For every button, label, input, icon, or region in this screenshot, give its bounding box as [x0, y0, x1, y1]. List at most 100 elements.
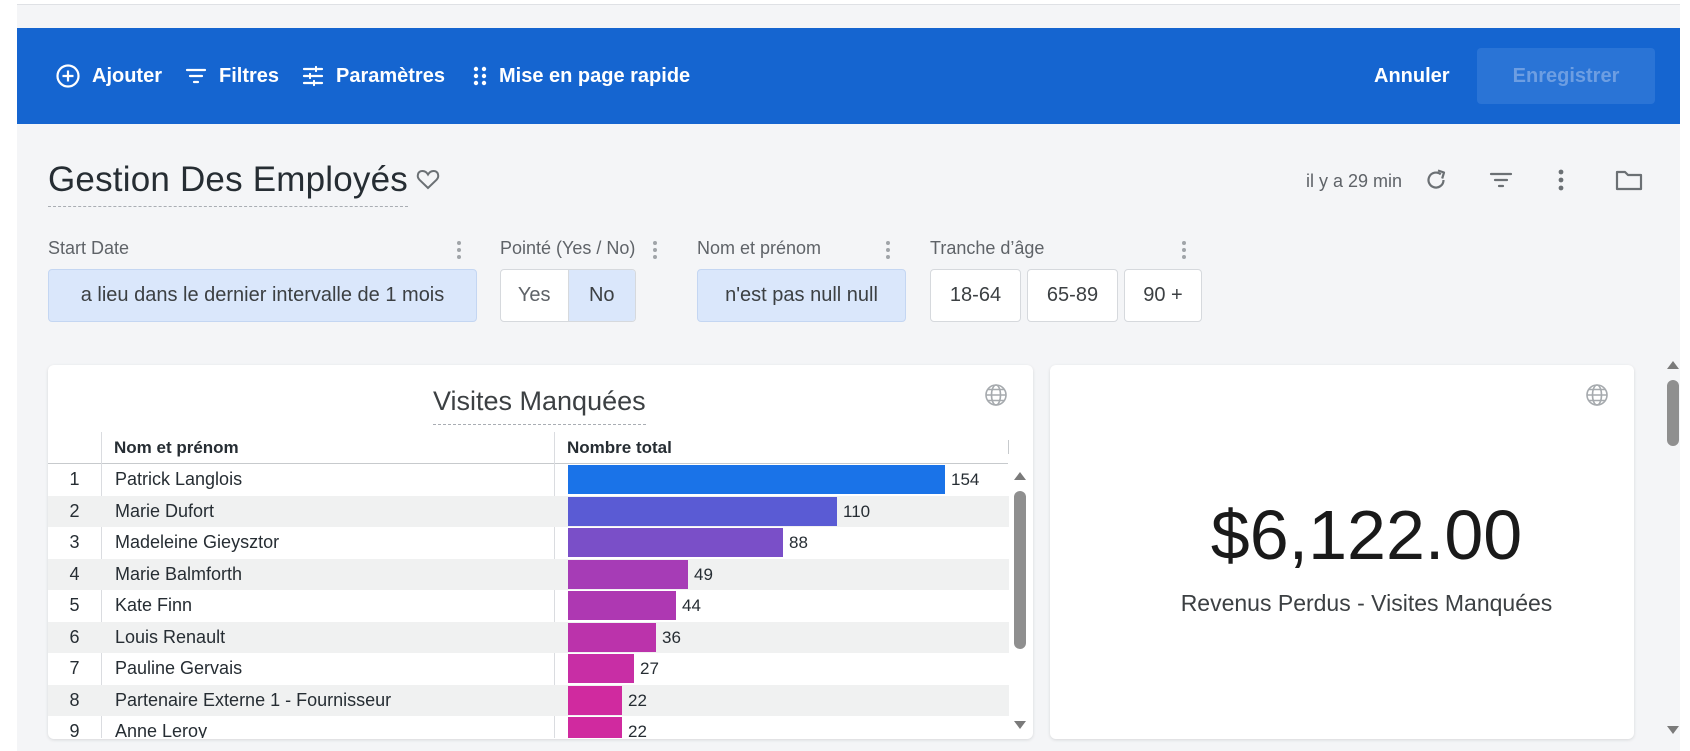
lost-revenue-label: Revenus Perdus - Visites Manquées [1180, 590, 1553, 616]
table-row[interactable]: 3 Madeleine Gieysztor 88 [48, 527, 1009, 559]
row-name: Kate Finn [115, 595, 193, 616]
row-rank: 6 [69, 626, 80, 647]
add-button[interactable]: Ajouter [55, 28, 162, 124]
age-option-90-plus[interactable]: 90 + [1124, 269, 1202, 322]
filter-menu-icon[interactable] [1178, 240, 1190, 260]
row-name: Marie Dufort [115, 500, 215, 521]
save-button[interactable]: Enregistrer [1477, 48, 1655, 104]
filters-button[interactable]: Filtres [184, 28, 279, 124]
filter-lines-icon [185, 68, 207, 84]
scroll-up-arrow-icon[interactable] [1013, 470, 1027, 482]
row-rank: 7 [69, 658, 80, 679]
edit-toolbar: Ajouter Filtres Paramètres Mise en page … [17, 28, 1680, 124]
data-bar-value: 49 [694, 564, 713, 584]
row-name: Louis Renault [115, 626, 226, 647]
data-bar-value: 36 [662, 627, 681, 647]
missed-visits-card [48, 365, 1033, 739]
table-row[interactable]: 4 Marie Balmforth 49 [48, 558, 1009, 590]
row-rank: 1 [69, 469, 80, 490]
data-bar [568, 528, 783, 557]
table-row[interactable]: 1 Patrick Langlois 154 [48, 464, 1009, 496]
row-name: Anne Leroy [115, 721, 208, 738]
lost-revenue-value: $6,122.00 [1210, 496, 1523, 574]
filter-label-nom: Nom et prénom [697, 238, 822, 258]
data-bar [568, 685, 622, 715]
data-bar [568, 591, 676, 620]
quick-layout-label: Mise en page rapide [499, 64, 691, 87]
row-name: Patrick Langlois [115, 469, 243, 490]
refresh-icon[interactable] [1423, 167, 1449, 193]
last-updated-text: il y a 29 min [1306, 171, 1403, 191]
row-name: Pauline Gervais [115, 658, 243, 679]
table-row[interactable]: 6 Louis Renault 36 [48, 621, 1009, 653]
row-rank: 5 [69, 595, 80, 616]
table-body: 1 Patrick Langlois 154 2 Marie Dufort 110 3 Mad… [48, 464, 1009, 738]
add-circle-icon [56, 64, 80, 88]
table-row[interactable]: 8 Partenaire Externe 1 - Fournisseur 22 [48, 684, 1009, 716]
row-name: Madeleine Gieysztor [115, 532, 280, 553]
add-label: Ajouter [92, 64, 162, 87]
row-rank: 4 [69, 563, 80, 584]
row-name: Marie Balmforth [115, 563, 243, 584]
data-bar [568, 622, 656, 652]
page-scrollbar-thumb[interactable] [1667, 380, 1679, 446]
pointe-toggle-group: Yes No [500, 269, 636, 322]
data-bar-value: 88 [789, 533, 808, 552]
data-bar [568, 654, 634, 683]
filter-menu-icon[interactable] [882, 240, 894, 260]
data-bar-value: 27 [640, 659, 659, 678]
quick-layout-button[interactable]: Mise en page rapide [472, 28, 690, 124]
filter-label-start-date: Start Date [48, 238, 130, 258]
table-row[interactable]: 9 Anne Leroy 22 [48, 716, 1009, 738]
folder-icon[interactable] [1614, 167, 1644, 193]
column-end-divider [1008, 440, 1009, 454]
pointe-option-no[interactable]: No [567, 270, 635, 321]
missed-visits-title[interactable]: Visites Manquées [433, 386, 646, 425]
table-row[interactable]: 5 Kate Finn 44 [48, 590, 1009, 622]
filter-label-age: Tranche d’âge [930, 238, 1045, 258]
pointe-option-yes[interactable]: Yes [517, 284, 551, 306]
nom-filter-chip[interactable]: n'est pas null null [697, 269, 906, 322]
more-vert-icon[interactable] [1550, 167, 1572, 193]
page-scroll-down-arrow-icon[interactable] [1666, 724, 1680, 736]
column-header-name[interactable]: Nom et prénom [114, 438, 239, 457]
lost-revenue-card [1050, 365, 1634, 739]
filter-lines-icon[interactable] [1488, 167, 1514, 193]
globe-icon[interactable] [1585, 383, 1609, 407]
table-row[interactable]: 2 Marie Dufort 110 [48, 495, 1009, 527]
data-bar [568, 465, 945, 494]
favorite-heart-icon[interactable] [415, 167, 441, 191]
table-header-divider [48, 463, 1008, 464]
row-rank: 8 [69, 689, 80, 710]
parameters-label: Paramètres [336, 64, 445, 87]
data-bar-value: 154 [951, 470, 980, 489]
scroll-down-arrow-icon[interactable] [1013, 719, 1027, 731]
filters-label: Filtres [219, 64, 280, 87]
age-option-65-89[interactable]: 65-89 [1027, 269, 1118, 322]
drag-grid-icon [473, 66, 487, 86]
filter-menu-icon[interactable] [649, 240, 661, 260]
cancel-button[interactable]: Annuler [1374, 64, 1450, 87]
data-bar-value: 22 [628, 690, 647, 710]
data-bar-value: 44 [682, 596, 701, 615]
row-rank: 9 [69, 721, 80, 738]
data-bar [568, 496, 837, 526]
data-bar [568, 559, 688, 589]
age-option-18-64[interactable]: 18-64 [930, 269, 1021, 322]
table-row[interactable]: 7 Pauline Gervais 27 [48, 653, 1009, 685]
data-bar [568, 717, 622, 738]
table-scrollbar-thumb[interactable] [1014, 491, 1026, 649]
parameters-button[interactable]: Paramètres [301, 28, 445, 124]
dashboard-title[interactable]: Gestion Des Employés [48, 160, 408, 207]
row-rank: 2 [69, 500, 80, 521]
sliders-icon [302, 65, 324, 87]
data-bar-value: 22 [628, 722, 647, 738]
column-header-total[interactable]: Nombre total [567, 438, 672, 457]
page-scroll-up-arrow-icon[interactable] [1666, 359, 1680, 371]
row-name: Partenaire Externe 1 - Fournisseur [115, 689, 392, 710]
data-bar-value: 110 [843, 501, 871, 521]
start-date-filter-chip[interactable]: a lieu dans le dernier intervalle de 1 m… [48, 269, 477, 322]
globe-icon[interactable] [984, 383, 1008, 407]
filter-menu-icon[interactable] [453, 240, 465, 260]
row-rank: 3 [69, 532, 80, 553]
